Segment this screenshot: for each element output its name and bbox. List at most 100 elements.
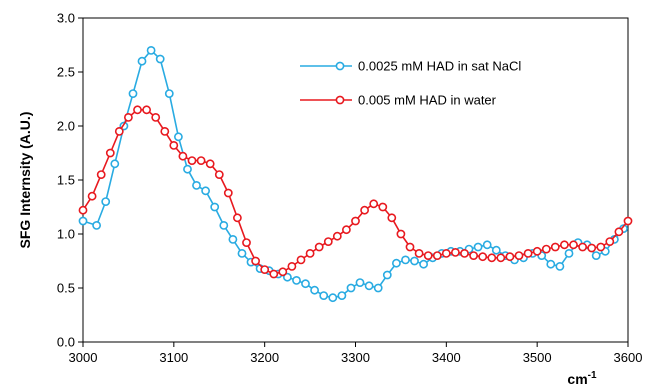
data-point [183, 164, 192, 174]
data-point [269, 269, 279, 279]
data-point [346, 283, 356, 293]
data-point [441, 248, 451, 258]
data-point [169, 140, 179, 150]
data-point [514, 251, 524, 260]
data-point [242, 238, 251, 247]
data-point [237, 248, 247, 258]
data-point [523, 248, 533, 258]
data-point [587, 243, 597, 253]
data-point [137, 56, 147, 66]
data-point [569, 240, 578, 250]
data-point [160, 126, 170, 136]
series-2 [78, 105, 633, 279]
y-tick-label: 0.5 [57, 281, 75, 296]
data-point [401, 255, 410, 265]
y-tick-label: 3.0 [57, 11, 75, 26]
data-point [432, 251, 442, 260]
x-tick-label: 3500 [523, 350, 552, 365]
data-point [564, 248, 574, 258]
data-point [205, 159, 215, 169]
data-point [133, 105, 142, 115]
data-point [128, 89, 138, 98]
x-axis-title: cm-1 [567, 370, 597, 387]
data-point [278, 267, 288, 277]
data-point [491, 245, 501, 255]
data-point [146, 46, 156, 55]
x-tick-label: 3300 [341, 350, 370, 365]
data-point [96, 170, 106, 179]
data-point [541, 244, 551, 254]
legend: 0.0025 mM HAD in sat NaCl 0.005 mM HAD in… [300, 59, 521, 108]
data-point [192, 180, 201, 190]
x-tick-label: 3400 [432, 350, 461, 365]
x-tick-label: 3200 [250, 350, 279, 365]
data-point [478, 252, 488, 262]
data-point [414, 248, 424, 258]
x-tick-label: 3000 [69, 350, 98, 365]
data-point [319, 291, 329, 300]
data-point [487, 253, 497, 263]
data-point [287, 261, 297, 271]
data-point [332, 231, 342, 241]
legend-item: 0.005 mM HAD in water [300, 93, 497, 108]
data-point [296, 255, 306, 265]
data-point [87, 191, 97, 201]
data-point [101, 197, 111, 206]
data-point [164, 89, 174, 98]
data-point [78, 205, 88, 215]
data-point [155, 54, 165, 64]
x-axis-ticks: 3000 3100 3200 3300 3400 3500 3600 [69, 342, 642, 365]
data-point [114, 126, 124, 136]
data-point [496, 253, 506, 263]
data-point [450, 247, 460, 257]
data-point [351, 216, 360, 226]
data-point [473, 242, 483, 252]
data-point [151, 113, 161, 122]
data-point [282, 272, 292, 282]
data-point [196, 156, 206, 165]
data-point [482, 240, 492, 250]
data-point [251, 256, 260, 266]
y-tick-label: 0.0 [57, 335, 75, 350]
data-point [605, 237, 615, 246]
y-tick-label: 1.0 [57, 227, 75, 242]
data-point [219, 220, 229, 230]
data-point [460, 248, 469, 258]
data-point [214, 170, 224, 179]
data-point [337, 291, 347, 300]
y-tick-label: 1.5 [57, 173, 75, 188]
data-point [201, 186, 210, 196]
data-point [596, 242, 606, 252]
y-tick-label: 2.0 [57, 119, 75, 134]
data-point [410, 256, 419, 266]
data-point [310, 285, 319, 295]
data-point [341, 225, 351, 235]
legend-marker [335, 95, 345, 105]
data-point [210, 202, 220, 212]
data-point [546, 259, 556, 269]
legend-marker [335, 61, 345, 71]
data-point [423, 251, 433, 260]
data-point [550, 242, 560, 252]
data-point [323, 237, 333, 246]
series-layer [78, 46, 633, 303]
data-point [555, 261, 565, 271]
legend-label: 0.005 mM HAD in water [358, 93, 497, 108]
data-point [382, 270, 392, 280]
series-1 [78, 46, 628, 303]
data-point [369, 199, 379, 209]
data-point [223, 188, 233, 198]
data-point [92, 220, 101, 230]
data-point [396, 229, 406, 239]
legend-label: 0.0025 mM HAD in sat NaCl [358, 59, 521, 74]
data-point [314, 242, 324, 252]
data-point [623, 216, 633, 226]
data-point [301, 279, 310, 289]
data-point [391, 258, 401, 268]
data-point [387, 213, 397, 223]
data-point [405, 242, 415, 252]
legend-item: 0.0025 mM HAD in sat NaCl [300, 59, 521, 74]
y-axis-title: SFG Internsity (A.U.) [17, 112, 33, 249]
x-tick-label: 3100 [159, 350, 188, 365]
data-point [614, 227, 624, 237]
